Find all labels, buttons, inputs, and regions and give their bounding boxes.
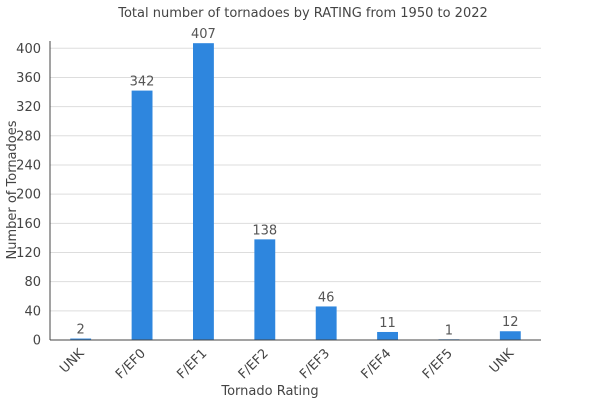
bar xyxy=(315,306,337,340)
y-tick-label: 200 xyxy=(16,188,41,203)
data-label: 11 xyxy=(379,316,396,331)
x-tick-label: UNK xyxy=(487,346,518,377)
data-label: 1 xyxy=(445,323,453,338)
data-label: 46 xyxy=(318,290,335,305)
y-axis-ticks: 0 40 80 120 160 200 240 280 320 360 400 xyxy=(16,42,41,349)
bar xyxy=(131,90,153,340)
bar xyxy=(499,331,521,340)
x-tick-label: F/EF0 xyxy=(113,346,149,382)
data-label: 342 xyxy=(130,75,155,90)
bar xyxy=(377,331,398,340)
x-tick-label: F/EF2 xyxy=(236,346,272,382)
bar xyxy=(193,43,214,340)
x-tick-label: F/EF5 xyxy=(420,346,456,382)
chart-title: Total number of tornadoes by RATING from… xyxy=(117,6,488,21)
x-axis-ticks: UNK F/EF0 F/EF1 F/EF2 F/EF3 F/EF4 F/EF5 UNK xyxy=(57,346,517,382)
y-tick-label: 280 xyxy=(16,129,41,144)
x-tick-label: F/EF1 xyxy=(174,346,210,382)
y-tick-label: 160 xyxy=(16,217,41,232)
bar xyxy=(70,338,92,340)
x-tick-label: UNK xyxy=(57,346,88,377)
x-tick-label: F/EF4 xyxy=(358,346,394,382)
data-label: 407 xyxy=(191,27,216,42)
x-axis-title: Tornado Rating xyxy=(220,384,318,399)
x-tick-label: F/EF3 xyxy=(297,346,333,382)
y-tick-label: 360 xyxy=(16,71,41,86)
y-tick-label: 320 xyxy=(16,100,41,115)
data-label: 12 xyxy=(502,315,519,330)
y-axis-title: Number of Tornadoes xyxy=(5,120,20,259)
bars xyxy=(70,43,521,340)
gridlines xyxy=(50,47,541,312)
y-tick-label: 240 xyxy=(16,158,41,173)
y-tick-label: 0 xyxy=(33,334,41,349)
y-tick-label: 400 xyxy=(16,42,41,57)
y-tick-label: 120 xyxy=(16,246,41,261)
bar xyxy=(254,239,276,340)
data-label: 138 xyxy=(252,223,277,238)
y-tick-label: 80 xyxy=(24,275,41,290)
data-label: 2 xyxy=(77,323,85,338)
y-tick-label: 40 xyxy=(24,304,41,319)
